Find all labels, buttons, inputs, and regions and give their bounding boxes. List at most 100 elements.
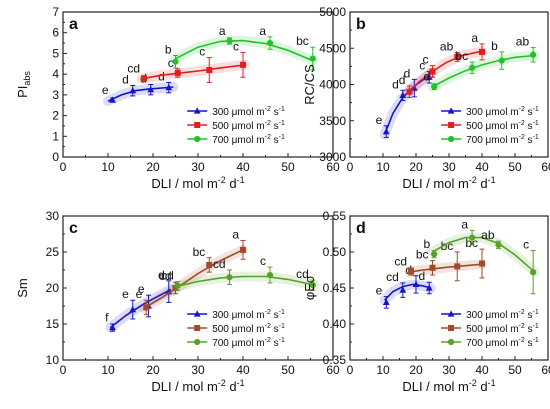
legend-marker	[194, 135, 201, 143]
legend-label: 300 μmol m-2 s-1	[466, 309, 539, 321]
data-point	[129, 306, 137, 313]
y-tick-label: 3000	[319, 150, 346, 164]
x-tick-label: 0	[60, 160, 67, 174]
legend-label: 500 μmol m-2 s-1	[212, 120, 285, 132]
fit-curve	[175, 275, 316, 288]
x-tick-label: 40	[236, 160, 250, 174]
fit-curve	[175, 39, 314, 62]
significance-letter: bc	[296, 34, 309, 48]
data-point	[109, 324, 116, 331]
data-point	[382, 298, 390, 305]
data-point	[399, 91, 407, 98]
confidence-band	[170, 35, 318, 66]
legend-marker	[193, 310, 201, 317]
significance-letter: a	[232, 227, 239, 241]
legend: 300 μmol m-2 s-1 500 μmol m-2 s-1 700 μmol…	[441, 106, 539, 146]
significance-letter: bc	[455, 49, 468, 63]
significance-letter: c	[260, 254, 266, 268]
x-tick-label: 40	[475, 160, 489, 174]
legend-marker	[448, 325, 455, 331]
legend-marker	[194, 122, 201, 128]
x-tick-label: 10	[376, 160, 390, 174]
legend-label: 500 μmol m-2 s-1	[466, 323, 539, 335]
significance-letter: e	[376, 113, 383, 127]
x-tick-label: 50	[508, 160, 522, 174]
x-tick-label: 10	[101, 160, 115, 174]
significance-letter: b	[491, 39, 498, 53]
data-point	[431, 251, 438, 258]
data-point	[469, 234, 476, 241]
significance-letter: d	[423, 70, 430, 84]
significance-letter: a	[219, 24, 226, 38]
legend-marker	[194, 338, 201, 346]
x-tick-label: 60	[326, 363, 340, 377]
y-tick-label: 0.50	[323, 245, 347, 259]
y-tick-label: 4	[52, 67, 59, 81]
fit-curve	[432, 236, 536, 273]
y-tick-label: 5000	[319, 5, 346, 19]
y-tick-label: 0.35	[323, 353, 347, 367]
data-point	[429, 264, 436, 271]
y-tick-label: 25	[46, 245, 60, 259]
y-tick-label: 10	[46, 353, 60, 367]
data-point	[479, 260, 485, 267]
panel-letter: a	[69, 16, 78, 33]
x-tick-label: 10	[376, 363, 390, 377]
legend-marker	[448, 122, 455, 128]
data-point	[530, 51, 537, 58]
legend-marker	[447, 310, 455, 317]
fit-curve	[384, 283, 432, 301]
y-tick-label: 0	[52, 150, 59, 164]
data-point	[429, 68, 436, 75]
data-point	[172, 58, 179, 65]
significance-letter: cd	[296, 267, 309, 281]
x-tick-label: 30	[442, 160, 456, 174]
data-point	[454, 53, 461, 60]
significance-letter: e	[122, 287, 129, 301]
y-tick-label: 6	[52, 26, 59, 40]
x-tick-label: 20	[146, 363, 160, 377]
fit-curve	[107, 86, 174, 102]
significance-letter: cd	[161, 269, 174, 283]
legend-label: 300 μmol m-2 s-1	[466, 106, 539, 118]
x-tick-label: 30	[191, 363, 205, 377]
y-tick-label: 15	[46, 317, 60, 331]
x-tick-label: 50	[508, 363, 522, 377]
data-point	[165, 84, 173, 91]
y-axis-label: RC/CS	[302, 64, 317, 105]
significance-letter: d	[122, 73, 129, 87]
y-tick-label: 0.40	[323, 317, 347, 331]
data-point	[425, 284, 433, 291]
legend-label: 700 μmol m-2 s-1	[466, 337, 539, 349]
significance-letter: c	[523, 238, 529, 252]
y-tick-label: 4500	[319, 41, 346, 55]
significance-letter: ab	[440, 40, 454, 54]
y-tick-label: 20	[46, 281, 60, 295]
significance-letter: bc	[193, 245, 206, 259]
y-tick-label: 4000	[319, 78, 346, 92]
significance-letter: cd	[159, 269, 172, 283]
significance-letter: c	[168, 56, 174, 70]
x-tick-label: 60	[541, 160, 550, 174]
series-2: d bc b ab	[423, 35, 540, 92]
significance-letter: a	[259, 24, 266, 38]
x-tick-label: 50	[281, 160, 295, 174]
data-point	[129, 87, 137, 94]
x-tick-label: 40	[236, 363, 250, 377]
significance-letter: d	[399, 73, 406, 87]
panel-b: 010203040506030003500400045005000RC/CSDL…	[302, 5, 550, 191]
significance-letter: c	[199, 45, 205, 59]
legend: 300 μmol m-2 s-1 500 μmol m-2 s-1 700 μmol…	[441, 309, 539, 349]
panel-letter: d	[356, 220, 366, 237]
significance-letter: d	[392, 77, 399, 91]
legend-marker	[194, 325, 201, 331]
x-axis-label: DLI / mol m-2 d-1	[151, 378, 244, 394]
y-axis-label: Sm	[15, 278, 30, 298]
data-point	[240, 246, 246, 253]
data-point	[406, 88, 413, 95]
x-tick-label: 20	[409, 160, 423, 174]
x-axis-label: DLI / mol m-2 d-1	[151, 175, 244, 191]
legend-label: 700 μmol m-2 s-1	[212, 337, 285, 349]
y-tick-label: 5	[52, 46, 59, 60]
